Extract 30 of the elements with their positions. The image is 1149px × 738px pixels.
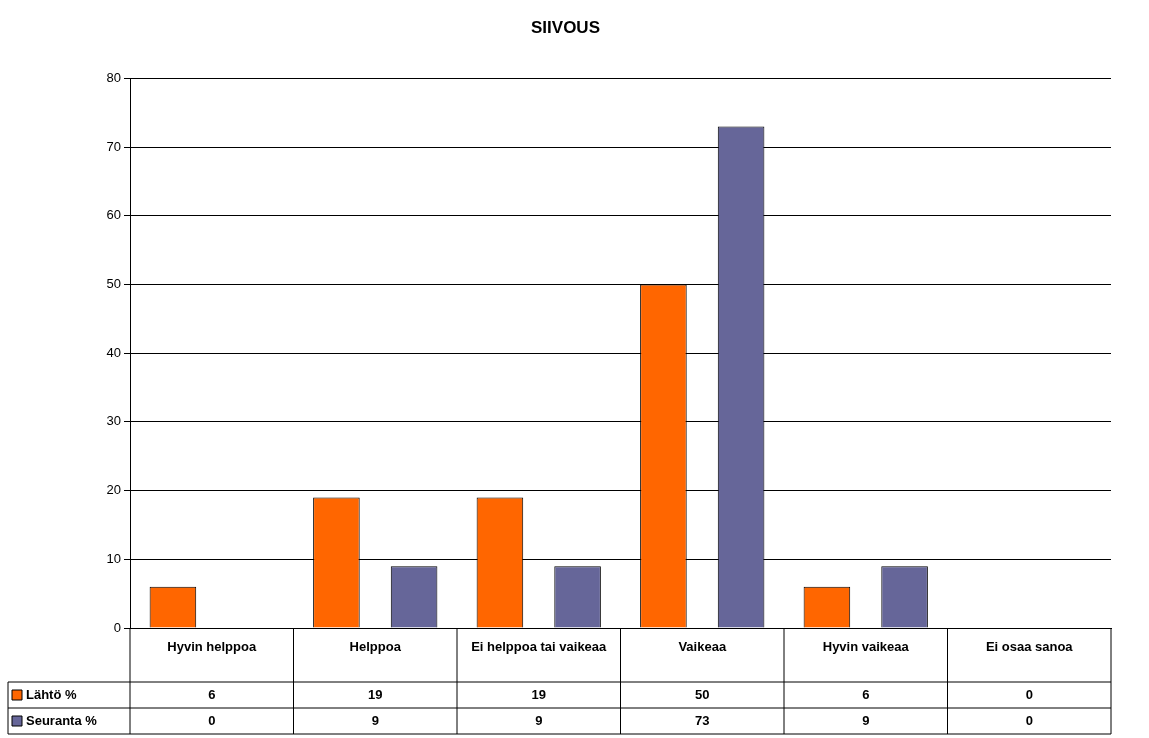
data-label: 19 [368, 686, 383, 702]
data-label: 6 [862, 686, 870, 702]
data-label: 0 [1025, 712, 1033, 728]
y-tick-label: 50 [106, 276, 121, 292]
legend-label: Seuranta % [26, 712, 98, 728]
data-label: 0 [208, 712, 216, 728]
y-tick-label: 10 [106, 550, 121, 566]
data-label: 9 [371, 712, 379, 728]
y-tick-label: 80 [106, 69, 121, 85]
chart-title: SIIVOUS [531, 17, 600, 37]
x-tick-label: Ei helppoa tai vaikeaa [471, 639, 608, 655]
x-tick-label: Hyvin helppoa [167, 639, 257, 655]
x-tick-label: Helppoa [349, 639, 402, 655]
x-tick-label: Vaikeaa [678, 639, 727, 655]
x-tick-label: Hyvin vaikeaa [822, 639, 910, 655]
data-label: 50 [695, 686, 710, 702]
y-tick-label: 60 [106, 207, 121, 223]
y-tick-label: 30 [106, 413, 121, 429]
y-tick-label: 20 [106, 482, 121, 498]
data-label: 0 [1025, 686, 1033, 702]
legend-label: Lähtö % [26, 686, 77, 702]
x-tick-label: Ei osaa sanoa [985, 639, 1074, 655]
y-tick-label: 40 [106, 344, 121, 360]
y-tick-label: 70 [106, 138, 121, 154]
data-label: 73 [695, 712, 710, 728]
data-label: 19 [531, 686, 546, 702]
y-tick-label: 0 [113, 619, 121, 635]
data-label: 9 [862, 712, 870, 728]
data-label: 9 [535, 712, 543, 728]
data-label: 6 [208, 686, 216, 702]
